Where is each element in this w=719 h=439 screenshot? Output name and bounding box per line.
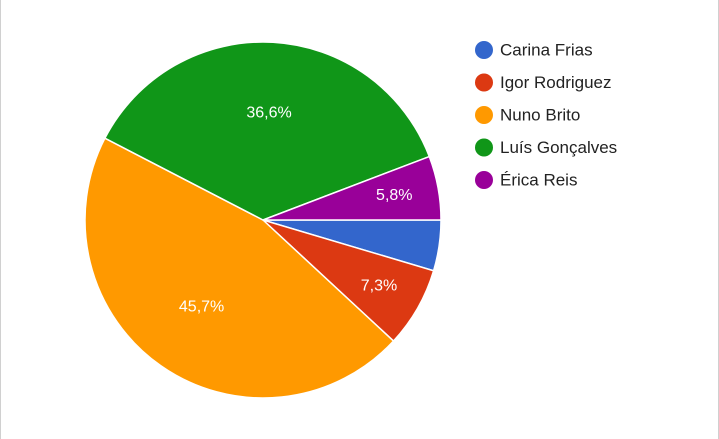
legend-swatch	[475, 171, 493, 189]
slice-label: 5,8%	[376, 187, 412, 204]
pie-slice	[262, 155, 442, 221]
legend-label: Carina Frias	[500, 40, 593, 59]
slice-label: 45,7%	[179, 299, 224, 316]
legend-label: Érica Reis	[500, 170, 577, 189]
pie-slice	[103, 41, 431, 221]
slice-label: 36,6%	[246, 105, 291, 122]
legend-label: Nuno Brito	[500, 105, 580, 124]
legend-swatch	[475, 138, 493, 157]
legend-swatch	[475, 106, 493, 124]
pie-slice	[84, 137, 395, 399]
legend-label: Luís Gonçalves	[500, 138, 617, 157]
legend-swatch	[475, 41, 493, 59]
legend-swatch	[475, 73, 493, 92]
slice-label: 7,3%	[361, 277, 397, 294]
legend-label: Igor Rodriguez	[500, 73, 612, 92]
